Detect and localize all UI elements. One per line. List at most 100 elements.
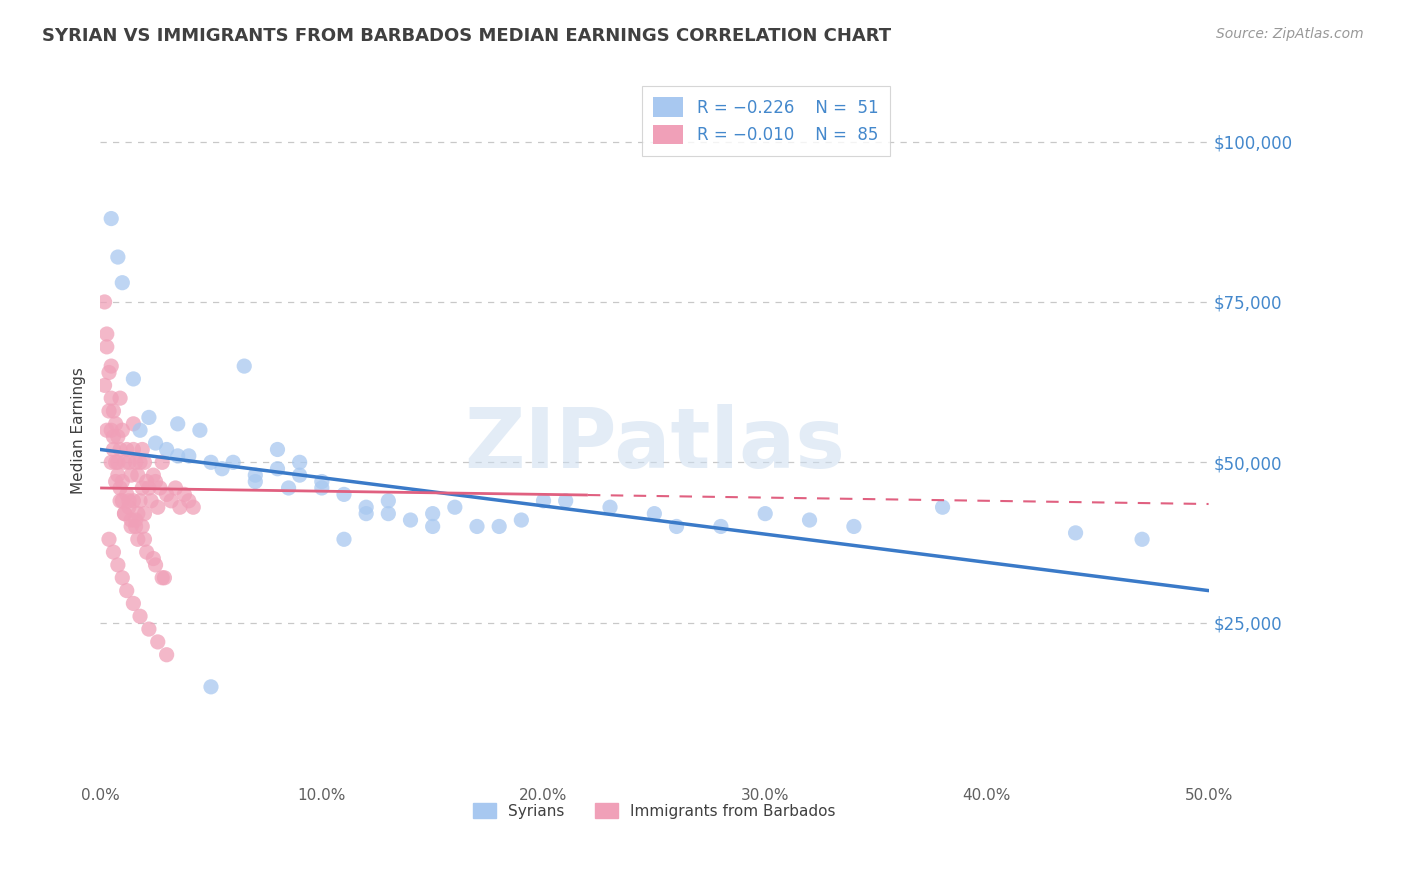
Point [131,481,153,495]
Point [107,250,129,264]
Point [115,487,138,501]
Point [146,635,169,649]
Point [122,596,145,610]
Point [118,500,141,515]
Point [104,455,127,469]
Point [129,609,152,624]
Point [138,622,160,636]
Point [131,442,153,457]
Point [1064,525,1087,540]
Point [111,571,134,585]
Point [134,533,156,547]
Point [377,493,399,508]
Point [222,455,245,469]
Point [131,519,153,533]
Point [111,493,134,508]
Point [108,481,131,495]
Point [799,513,821,527]
Point [129,493,152,508]
Text: Source: ZipAtlas.com: Source: ZipAtlas.com [1216,27,1364,41]
Point [135,545,157,559]
Y-axis label: Median Earnings: Median Earnings [72,367,86,493]
Point [245,468,267,483]
Legend: Syrians, Immigrants from Barbados: Syrians, Immigrants from Barbados [467,797,842,825]
Point [120,468,142,483]
Point [111,276,134,290]
Point [465,519,488,533]
Point [311,475,333,489]
Point [488,519,510,533]
Point [169,500,191,515]
Point [115,583,138,598]
Point [122,442,145,457]
Point [288,455,311,469]
Point [124,519,146,533]
Point [150,571,173,585]
Point [188,423,211,437]
Point [124,455,146,469]
Point [103,442,125,457]
Point [138,481,160,495]
Point [104,417,127,431]
Point [103,430,125,444]
Point [156,442,179,457]
Point [710,519,733,533]
Point [107,455,129,469]
Point [200,455,222,469]
Point [150,455,173,469]
Point [100,211,122,226]
Point [842,519,865,533]
Point [127,507,149,521]
Point [142,551,165,566]
Point [107,558,129,572]
Text: ZIPatlas: ZIPatlas [464,404,845,485]
Point [127,533,149,547]
Point [118,493,141,508]
Point [333,487,356,501]
Point [146,500,169,515]
Point [93,378,115,392]
Point [103,404,125,418]
Point [156,648,179,662]
Point [554,493,576,508]
Point [200,680,222,694]
Point [96,326,118,341]
Point [333,533,356,547]
Point [181,500,204,515]
Point [173,487,195,501]
Point [98,404,121,418]
Text: SYRIAN VS IMMIGRANTS FROM BARBADOS MEDIAN EARNINGS CORRELATION CHART: SYRIAN VS IMMIGRANTS FROM BARBADOS MEDIA… [42,27,891,45]
Point [107,430,129,444]
Point [277,481,299,495]
Point [96,423,118,437]
Point [127,468,149,483]
Point [98,533,121,547]
Point [533,493,555,508]
Point [311,481,333,495]
Point [104,475,127,489]
Point [114,507,136,521]
Point [377,507,399,521]
Point [288,468,311,483]
Point [93,295,115,310]
Point [114,455,136,469]
Point [108,493,131,508]
Point [108,442,131,457]
Point [1130,533,1153,547]
Point [153,571,176,585]
Point [599,500,621,515]
Point [145,436,167,450]
Point [111,423,134,437]
Point [122,372,145,386]
Point [129,423,152,437]
Point [120,519,142,533]
Point [96,340,118,354]
Point [665,519,688,533]
Point [177,449,200,463]
Point [134,507,156,521]
Point [122,417,145,431]
Point [149,481,172,495]
Point [399,513,422,527]
Point [422,507,444,521]
Point [138,410,160,425]
